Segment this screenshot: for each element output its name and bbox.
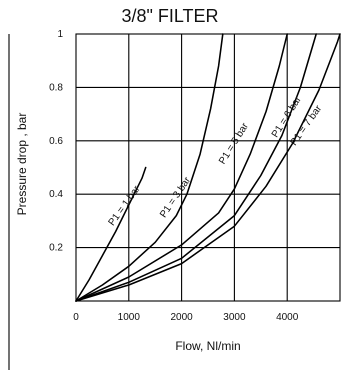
y-tick-label: 0.8 — [49, 82, 63, 93]
series-label: P1 = 1 bar — [106, 183, 143, 228]
y-tick-label: 0.4 — [49, 189, 63, 200]
x-tick-label: 4000 — [276, 312, 299, 323]
grid-lines — [76, 34, 340, 301]
tick-labels: 0 1000 2000 3000 4000 0.2 0.4 0.6 0.8 1 — [49, 29, 299, 323]
x-axis-label: Flow, Nl/min — [175, 339, 240, 353]
series-curve-1 — [75, 166, 147, 302]
y-tick-label: 1 — [57, 29, 63, 40]
series-curves — [75, 33, 341, 302]
y-tick-label: 0.2 — [49, 243, 63, 254]
x-tick-label: 0 — [73, 312, 79, 323]
series-curve-2 — [75, 33, 224, 302]
x-tick-label: 2000 — [170, 312, 193, 323]
plot-frame — [75, 33, 341, 302]
x-tick-label: 3000 — [223, 312, 246, 323]
y-axis-label: Pressure drop , bar — [15, 113, 29, 216]
series-curve-3 — [75, 33, 288, 302]
series-curve-4 — [75, 33, 317, 302]
series-curve-5 — [75, 33, 341, 302]
x-tick-label: 1000 — [118, 312, 141, 323]
y-tick-label: 0.6 — [49, 136, 63, 147]
series-label: P1 = 3 bar — [158, 175, 193, 220]
chart-title: 3/8" FILTER — [121, 6, 218, 26]
